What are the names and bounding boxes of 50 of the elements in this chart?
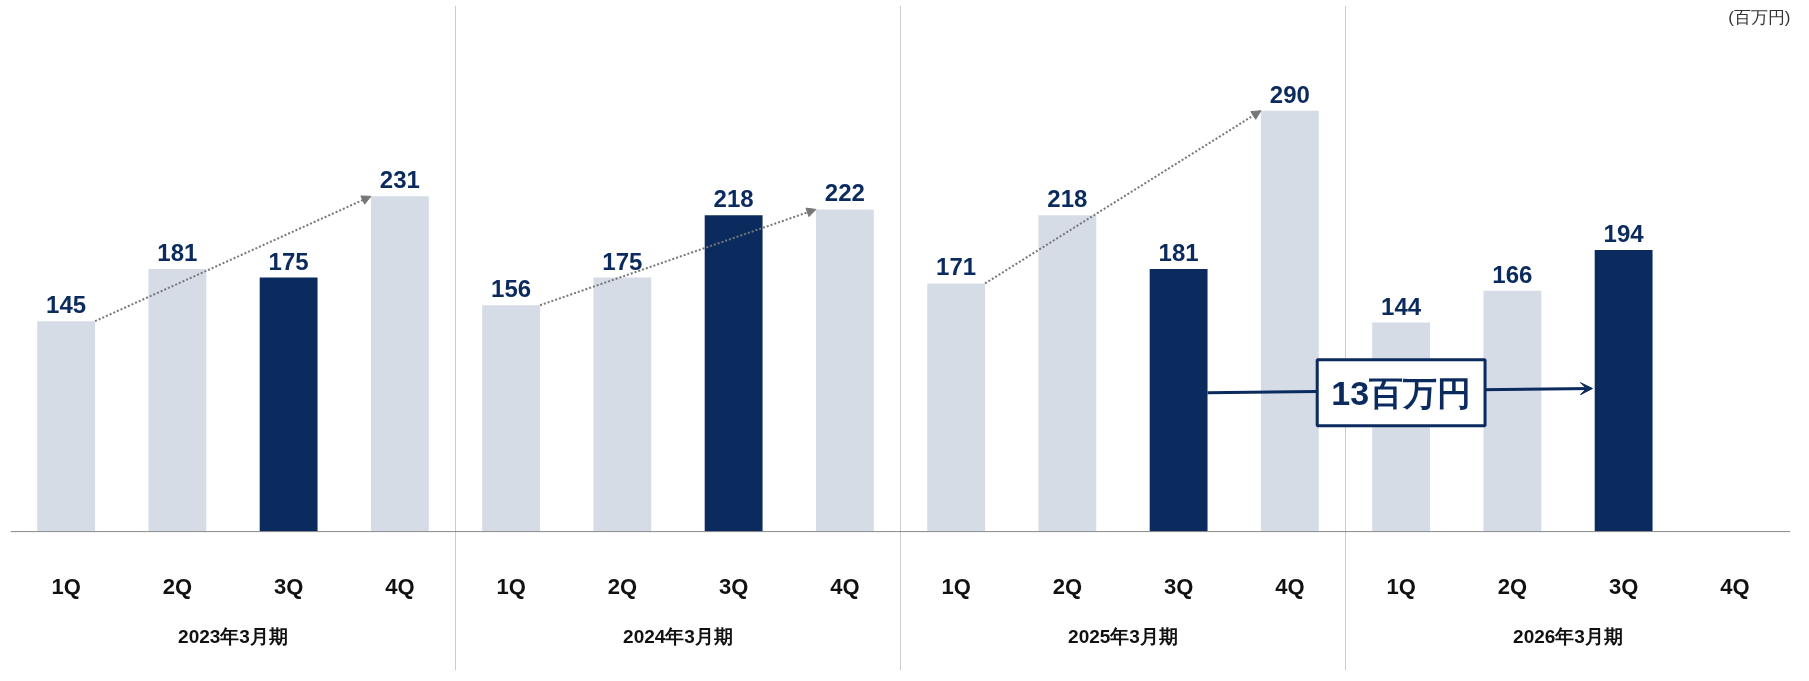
- bar: [927, 283, 986, 532]
- data-label: 156: [491, 275, 532, 303]
- x-tick-label: 1Q: [496, 573, 526, 599]
- bar: [370, 196, 429, 532]
- x-tick-label: 2Q: [1497, 573, 1528, 599]
- x-tick-label: 3Q: [273, 573, 304, 599]
- data-label: 181: [157, 238, 198, 266]
- data-label: 181: [1158, 238, 1199, 266]
- data-label: 290: [1269, 80, 1310, 108]
- text: (百万円): [1728, 7, 1791, 27]
- x-tick-label: 1Q: [1386, 573, 1416, 599]
- data-label: 171: [936, 253, 977, 281]
- data-label: 222: [824, 179, 865, 207]
- x-tick-label: 1Q: [51, 573, 81, 599]
- bar: [482, 305, 541, 532]
- data-label: 218: [713, 185, 754, 213]
- bar: [1038, 215, 1097, 532]
- bar: [148, 268, 207, 532]
- x-tick-label: 3Q: [1608, 573, 1639, 599]
- x-tick-label: 2Q: [607, 573, 638, 599]
- x-tick-label: 3Q: [1163, 573, 1194, 599]
- data-label: 175: [268, 247, 309, 275]
- bar: [259, 277, 318, 532]
- data-label: 166: [1492, 260, 1533, 288]
- data-label: 218: [1047, 185, 1088, 213]
- x-tick-label: 2Q: [1052, 573, 1083, 599]
- x-tick-label: 3Q: [718, 573, 749, 599]
- text: 2026年3月期: [1513, 626, 1623, 648]
- bar: [815, 209, 874, 532]
- x-tick-label: 1Q: [941, 573, 971, 599]
- x-tick-label: 4Q: [1720, 573, 1750, 599]
- text: 2023年3月期: [178, 626, 288, 648]
- data-label: 144: [1381, 292, 1422, 320]
- annotation: 13百万円: [1331, 373, 1472, 412]
- data-label: 145: [46, 291, 87, 319]
- data-label: 231: [379, 166, 420, 194]
- data-label: 175: [602, 247, 643, 275]
- x-tick-label: 4Q: [1275, 573, 1305, 599]
- bar: [593, 277, 652, 532]
- x-tick-label: 4Q: [830, 573, 860, 599]
- bar: [1260, 110, 1319, 532]
- bar: [704, 215, 763, 532]
- data-label: 194: [1603, 220, 1645, 248]
- bar: [37, 321, 96, 532]
- text: 2025年3月期: [1068, 626, 1178, 648]
- x-tick-label: 4Q: [385, 573, 415, 599]
- bar: [1594, 250, 1653, 532]
- text: 2024年3月期: [623, 626, 733, 648]
- bar: [1483, 290, 1542, 532]
- x-tick-label: 2Q: [162, 573, 193, 599]
